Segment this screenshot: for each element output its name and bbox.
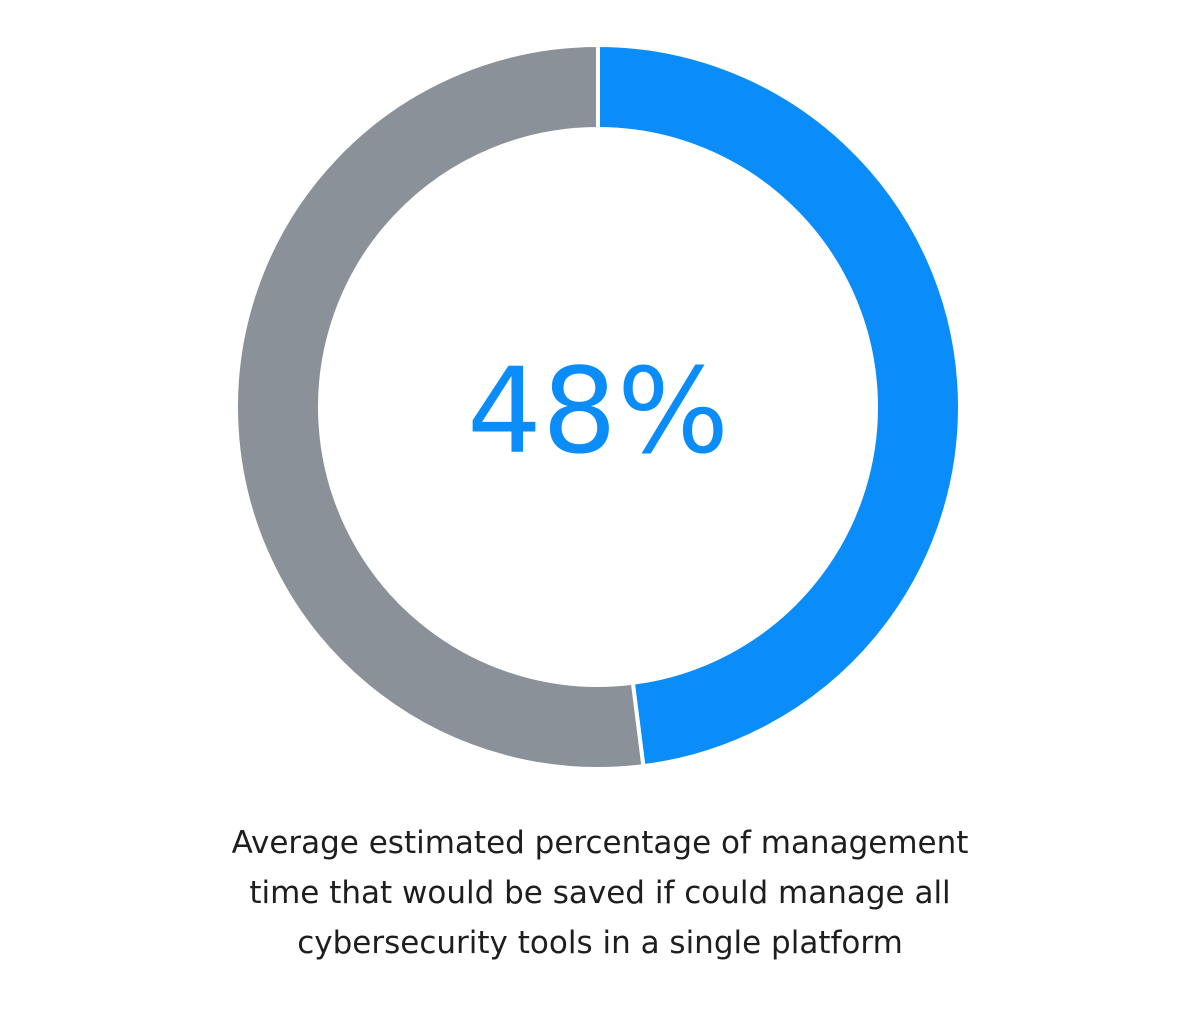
caption-line-2: time that would be saved if could manage…	[249, 875, 951, 911]
caption-line-1: Average estimated percentage of manageme…	[231, 825, 969, 861]
donut-slice-2	[234, 42, 646, 771]
chart-caption: Average estimated percentage of manageme…	[150, 818, 1050, 968]
center-percentage-label: 48%	[467, 342, 729, 480]
donut-slice-1	[596, 42, 963, 769]
caption-line-3: cybersecurity tools in a single platform	[297, 925, 903, 961]
donut-chart: 48%	[234, 42, 963, 771]
donut-slices	[234, 42, 963, 771]
